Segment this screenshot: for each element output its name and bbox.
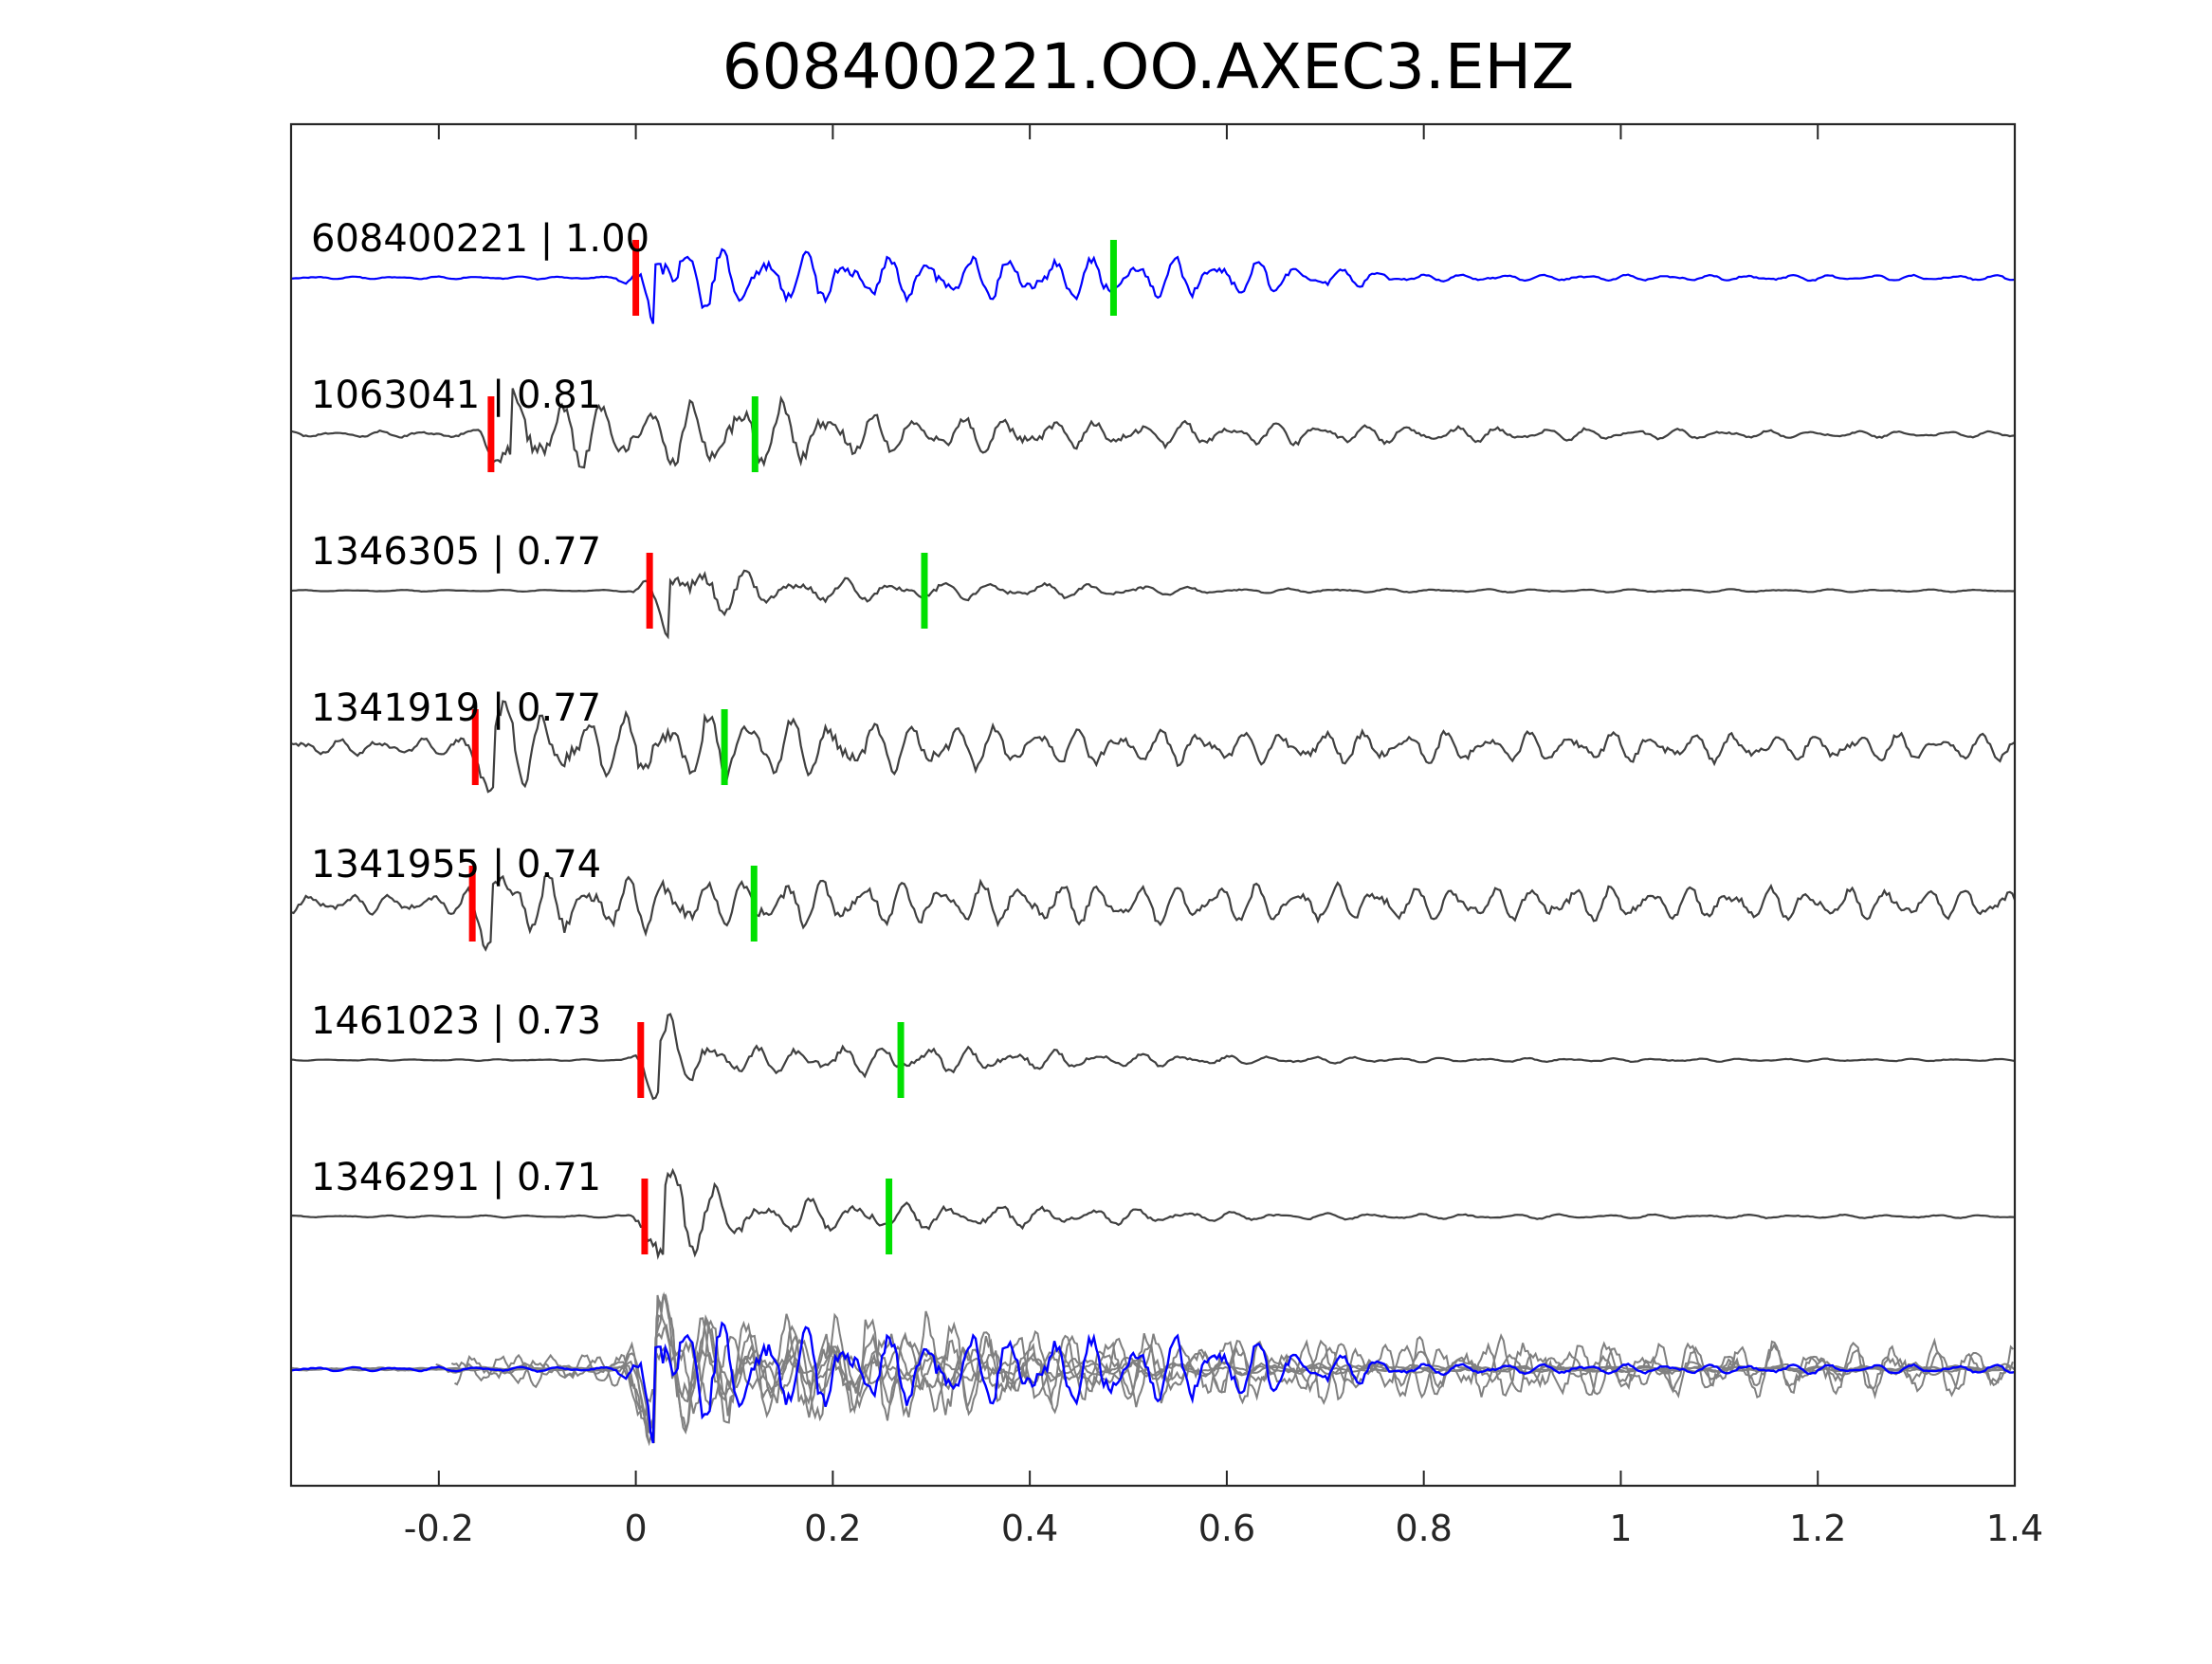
trace-1341919 <box>290 700 2016 794</box>
trace-1346305 <box>290 569 2016 640</box>
chart-title: 608400221.OO.AXEC3.EHZ <box>722 30 1575 103</box>
x-tick-label: 1.4 <box>1986 1508 2043 1549</box>
overlay-trace-608400221 <box>290 1321 2016 1444</box>
trace-label-1063041: 1063041 | 0.81 <box>311 374 601 417</box>
plot-area: 608400221 | 1.00 1063041 | 0.81 1346305 | … <box>290 217 2017 1447</box>
axes-frame <box>289 122 2017 1488</box>
trace-1346291 <box>291 1167 2016 1260</box>
x-tick-label: 1 <box>1609 1508 1632 1549</box>
x-tick-label: 1.2 <box>1789 1508 1846 1549</box>
trace-label-1341955: 1341955 | 0.74 <box>311 843 601 887</box>
trace-label-1461023: 1461023 | 0.73 <box>311 999 601 1043</box>
x-tick-label: 0.8 <box>1395 1508 1452 1549</box>
trace-label-608400221: 608400221 | 1.00 <box>311 217 649 261</box>
overlay-trace-1341955 <box>454 1319 2015 1447</box>
x-tick-label: 0.2 <box>804 1508 861 1549</box>
x-tick-label: 0.6 <box>1198 1508 1255 1549</box>
trace-label-1346291: 1346291 | 0.71 <box>311 1156 601 1199</box>
trace-1063041 <box>290 388 2016 469</box>
trace-608400221 <box>290 247 2016 324</box>
trace-1341955 <box>290 871 2017 952</box>
x-axis: -0.2 0 0.2 0.4 0.6 0.8 1 1.2 1.4 <box>404 124 2043 1549</box>
x-tick-label: 0.4 <box>1001 1508 1058 1549</box>
x-tick-label: 0 <box>625 1508 648 1549</box>
x-tick-label: -0.2 <box>404 1508 474 1549</box>
trace-label-1346305: 1346305 | 0.77 <box>311 530 601 574</box>
trace-1461023 <box>290 1013 2016 1101</box>
trace-label-1341919: 1341919 | 0.77 <box>311 686 601 730</box>
